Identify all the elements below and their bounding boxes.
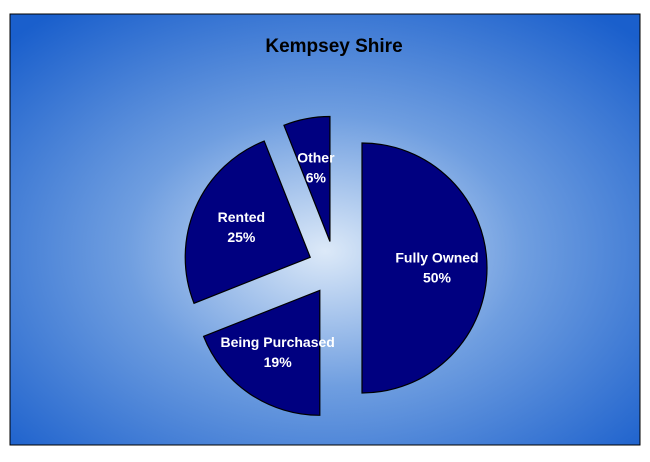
slice-label: Being Purchased — [220, 334, 334, 350]
slice-label: Fully Owned — [395, 250, 478, 266]
slice-value-label: 19% — [264, 354, 293, 370]
pie-slice — [202, 289, 321, 416]
chart-title: Kempsey Shire — [265, 36, 402, 57]
slice-label: Rented — [218, 209, 265, 225]
slice-value-label: 50% — [423, 270, 452, 286]
slice-value-label: 25% — [227, 229, 256, 245]
pie-slice — [283, 115, 331, 242]
pie-slice — [361, 142, 488, 394]
slice-label: Other — [297, 150, 335, 166]
pie-slice — [184, 140, 311, 305]
slice-value-label: 6% — [306, 170, 327, 186]
